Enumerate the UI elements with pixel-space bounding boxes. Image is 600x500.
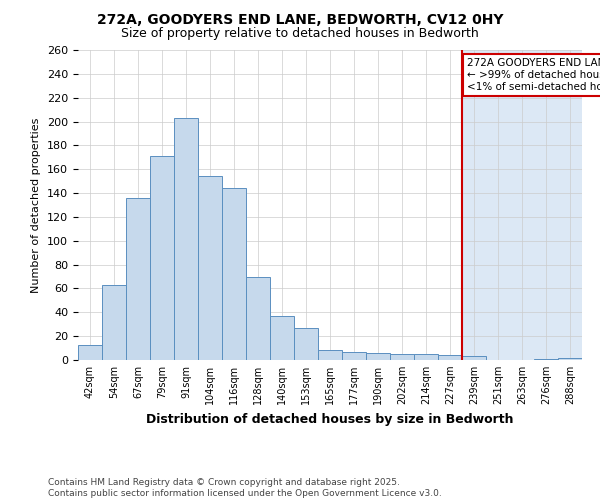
Bar xyxy=(78,344,102,360)
X-axis label: Distribution of detached houses by size in Bedworth: Distribution of detached houses by size … xyxy=(146,412,514,426)
Bar xyxy=(438,355,462,360)
Bar xyxy=(558,358,582,360)
Bar xyxy=(366,353,390,360)
Bar xyxy=(462,356,486,360)
Bar xyxy=(126,198,150,360)
Text: Contains HM Land Registry data © Crown copyright and database right 2025.
Contai: Contains HM Land Registry data © Crown c… xyxy=(48,478,442,498)
Bar xyxy=(414,354,438,360)
Bar xyxy=(174,118,198,360)
Bar xyxy=(198,176,222,360)
Bar xyxy=(390,354,414,360)
Bar xyxy=(246,276,270,360)
Bar xyxy=(222,188,246,360)
Bar xyxy=(102,285,126,360)
Bar xyxy=(294,328,318,360)
Bar xyxy=(534,359,558,360)
Text: Size of property relative to detached houses in Bedworth: Size of property relative to detached ho… xyxy=(121,28,479,40)
Bar xyxy=(270,316,294,360)
Bar xyxy=(462,50,582,360)
Y-axis label: Number of detached properties: Number of detached properties xyxy=(31,118,41,292)
Bar xyxy=(342,352,366,360)
Text: 272A GOODYERS END LANE: 233sqm
← >99% of detached houses are smaller (1,057)
<1%: 272A GOODYERS END LANE: 233sqm ← >99% of… xyxy=(467,58,600,92)
Bar xyxy=(150,156,174,360)
Bar xyxy=(318,350,342,360)
Text: 272A, GOODYERS END LANE, BEDWORTH, CV12 0HY: 272A, GOODYERS END LANE, BEDWORTH, CV12 … xyxy=(97,12,503,26)
